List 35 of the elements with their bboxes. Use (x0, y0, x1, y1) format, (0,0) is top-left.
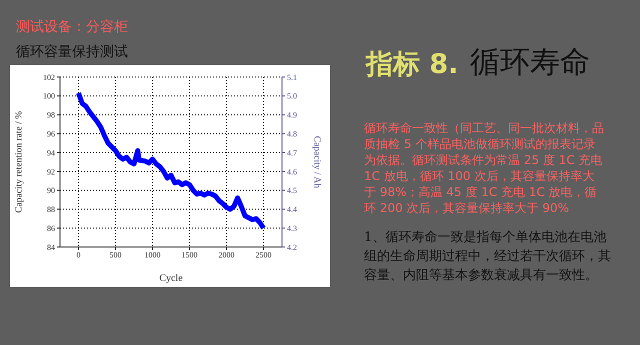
y-tick-label: 102 (43, 72, 55, 82)
x-tick-label: 0 (76, 250, 80, 260)
y-tick-label: 96 (47, 130, 55, 139)
y2-tick-label: 4.2 (287, 242, 297, 252)
x-tick-label: 2500 (256, 250, 272, 260)
y2-tick-label: 4.8 (287, 130, 297, 139)
y-tick-label: 92 (47, 167, 55, 176)
chart-title: 循环容量保持测试 (16, 43, 128, 61)
text: 1、循环寿命一致是指每个单体电池在电池组的生命周期过程中，经过若干次循环，其容量、内阻等基本参数衰减具有一致性。 (364, 229, 612, 285)
y-tick-label: 98 (47, 110, 55, 120)
y-tick-label: 90 (47, 186, 55, 196)
y2-tick-label: 5.0 (287, 92, 297, 101)
y2-tick-label: 4.4 (287, 205, 297, 214)
y2-axis-title: Capacity / Ah (312, 136, 322, 188)
y2-tick-label: 4.7 (287, 148, 297, 158)
x-tick-label: 2000 (218, 250, 234, 260)
text: 循环寿命 (470, 44, 590, 82)
y2-tick-label: 4.6 (287, 167, 297, 176)
y2-tick-label: 4.5 (287, 186, 297, 196)
x-tick-label: 500 (110, 250, 122, 260)
y-tick-label: 100 (43, 92, 55, 101)
y-tick-label: 84 (47, 242, 55, 252)
text: 测试设备：分容柜 (16, 18, 128, 36)
y2-tick-label: 5.1 (287, 72, 297, 82)
y-tick-label: 88 (47, 205, 55, 214)
text: 循环寿命一致性（同工艺、同一批次材料，品质抽检 5 个样品电池做循环测试的报表记录为依据。循环测试条件为常温 25 度 1C 充电 1C 放电，循环 100 次后，其容量保持率大于 98%；高温 45 度 1C 充电 1C 放电，循环 200 次后，其容量保持率大于 90% (364, 120, 604, 216)
y-tick-label: 86 (47, 224, 55, 233)
y-tick-label: 94 (47, 148, 55, 158)
y2-tick-label: 4.3 (287, 224, 297, 233)
text: 指标 8. (366, 48, 458, 82)
x-tick-label: 1500 (182, 250, 198, 260)
x-axis-title: Cycle (159, 273, 184, 284)
x-tick-label: 1000 (144, 250, 160, 260)
y2-tick-label: 4.9 (287, 110, 297, 120)
y-axis-title: Capacity retention rate / % (14, 111, 24, 213)
